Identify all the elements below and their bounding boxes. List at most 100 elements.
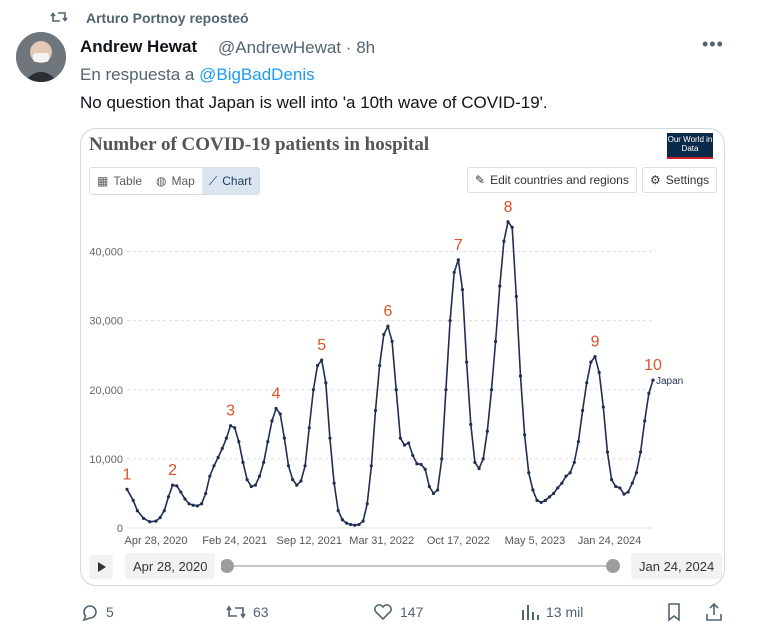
bookmark-action[interactable] [664,602,684,622]
data-point [270,419,274,423]
data-point [551,491,556,496]
y-tick-label: 20,000 [89,385,123,397]
x-tick-label: May 5, 2023 [505,535,566,547]
author-handle[interactable]: @AndrewHewat · 8h [218,38,376,57]
data-point [527,471,531,475]
wave-label: 3 [226,403,235,420]
data-point [199,502,204,506]
more-options-icon[interactable]: ••• [702,34,724,54]
data-point [195,504,200,508]
data-point [580,408,585,413]
data-point [299,479,303,483]
data-point [423,467,427,471]
data-point [361,519,365,523]
data-point [282,436,286,440]
data-point [365,502,369,506]
x-tick-label: Oct 17, 2022 [427,535,490,547]
like-action[interactable]: 147 [372,602,423,622]
data-point [402,443,407,447]
data-point [216,455,220,460]
settings-button[interactable]: ⚙ Settings [642,167,718,193]
data-point [324,381,328,385]
data-point [494,339,498,343]
data-point [543,498,547,502]
reply-to-link[interactable]: @BigBadDenis [199,65,315,84]
views-icon [522,605,539,620]
data-point [415,462,419,466]
data-point [576,440,581,444]
data-point [585,381,589,385]
reply-action[interactable]: 5 [80,602,114,622]
data-point [456,258,460,262]
data-point [618,486,622,490]
globe-icon: ◍ [156,174,167,188]
wave-label: 1 [123,466,132,483]
data-point [253,483,257,487]
play-button[interactable] [89,555,113,579]
data-point [444,388,448,392]
data-point [485,429,489,433]
slider-handle-end[interactable] [606,559,620,573]
series-line-japan [126,219,654,527]
x-tick-label: Apr 28, 2020 [124,535,187,547]
chart-title: Number of COVID-19 patients in hospital [89,134,430,155]
chart-card[interactable]: Number of COVID-19 patients in hospital … [80,128,725,586]
data-point [626,490,630,494]
data-point [332,481,336,485]
data-point [357,522,361,527]
wave-label: 6 [383,303,392,320]
data-point [597,370,601,375]
data-point [382,332,386,337]
views-action[interactable]: 13 mil [520,602,583,622]
data-point [373,408,378,413]
data-point [601,405,605,409]
data-point [262,460,266,464]
data-point [489,388,494,392]
data-point [514,294,518,299]
data-point [187,502,191,506]
y-tick-label: 40,000 [89,247,123,259]
end-date[interactable]: Jan 24, 2024 [631,553,723,579]
data-point [378,363,382,368]
repost-icon [50,12,68,22]
wave-label: 7 [454,237,463,254]
data-point [452,270,456,274]
data-point [651,378,655,382]
data-point [131,498,135,502]
data-point [266,440,270,444]
data-point [436,488,440,492]
data-point [386,324,390,328]
owid-logo: Our World in Data [667,133,713,159]
reply-icon [82,605,97,622]
y-tick-label: 30,000 [89,316,123,328]
chart-tabs: ▦ Table ◍ Map ⟋ Chart [89,167,260,195]
repost-action[interactable]: 63 [225,602,269,622]
tab-map-label: Map [171,174,195,188]
data-point [170,483,175,487]
data-point [531,488,535,492]
pencil-icon: ✎ [475,173,486,187]
repost-label[interactable]: Arturo Portnoy reposteó [86,10,249,26]
tab-table[interactable]: ▦ Table [90,168,149,194]
data-point [593,355,597,359]
wave-label: 9 [591,334,600,351]
tab-map[interactable]: ◍ Map [149,168,202,194]
edit-countries-button[interactable]: ✎ Edit countries and regions [467,167,637,193]
repost-action-icon [226,605,246,619]
data-point [237,440,241,444]
timeline-slider[interactable] [221,557,621,575]
author-name[interactable]: Andrew Hewat [80,37,198,56]
start-date[interactable]: Apr 28, 2020 [125,553,216,579]
data-point [427,484,431,489]
data-point [518,374,523,378]
data-point [257,474,262,478]
data-point [411,453,415,458]
tab-chart[interactable]: ⟋ Chart [201,168,259,194]
share-action[interactable] [704,602,724,622]
avatar[interactable] [16,32,66,82]
slider-handle-start[interactable] [221,559,234,573]
wave-label: 10 [644,357,662,374]
data-point [647,391,651,395]
data-point [390,339,394,343]
wave-label: 8 [504,199,513,216]
